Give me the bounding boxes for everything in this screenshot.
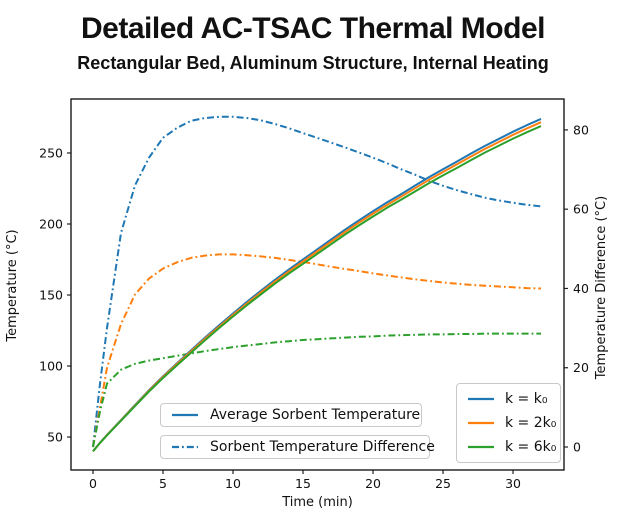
y-right-tick-label: 20	[573, 360, 589, 375]
legend-sorbent-temperature-difference: Sorbent Temperature Difference	[160, 435, 435, 459]
legend-average-sorbent-temperature: Average Sorbent Temperature	[160, 403, 422, 427]
solid-line-sample-icon	[172, 413, 198, 417]
x-tick-label: 10	[225, 476, 241, 491]
y-left-tick-label: 50	[47, 430, 63, 445]
x-tick-label: 20	[365, 476, 381, 491]
x-tick-label: 0	[89, 476, 97, 491]
y-right-tick-label: 60	[573, 202, 589, 217]
series-line-sorbent-temperature-difference-k-k0-	[92, 115, 542, 448]
series-line-sorbent-temperature-difference-k-2k0-	[92, 253, 542, 448]
y-right-tick-label: 40	[573, 281, 589, 296]
x-tick-label: 25	[435, 476, 451, 491]
series-line-average-sorbent-temperature-k-6k0-	[92, 125, 542, 452]
6k0-line-sample-icon	[468, 445, 494, 449]
legend-k-values: k = k₀ k = 2k₀ k = 6k₀	[456, 383, 561, 463]
legend-label-6k0: k = 6k₀	[505, 439, 557, 455]
page-title: Detailed AC-TSAC Thermal Model	[81, 12, 545, 45]
axes-border	[70, 98, 565, 471]
y-right-axis-label: Temperature Difference (°C)	[594, 196, 609, 380]
legend-label-2k0: k = 2k₀	[505, 415, 557, 431]
x-axis-label: Time (min)	[281, 495, 353, 510]
page-subtitle: Rectangular Bed, Aluminum Structure, Int…	[77, 53, 549, 73]
legend-label-average-sorbent-temperature: Average Sorbent Temperature	[210, 407, 421, 423]
legend-label-sorbent-temperature-difference: Sorbent Temperature Difference	[210, 439, 435, 455]
x-tick-label: 30	[505, 476, 521, 491]
y-left-tick-label: 100	[39, 359, 63, 374]
series-line-sorbent-temperature-difference-k-6k0-	[92, 332, 541, 448]
y-left-tick-label: 150	[39, 288, 63, 303]
k0-line-sample-icon	[468, 397, 494, 401]
legend-label-k0: k = k₀	[505, 391, 548, 407]
y-right-tick-label: 0	[573, 440, 581, 455]
legend-row-k0: k = k₀	[466, 387, 551, 411]
y-left-axis-label: Temperature (°C)	[5, 229, 20, 342]
y-right-tick-label: 80	[573, 122, 589, 137]
2k0-line-sample-icon	[468, 421, 494, 425]
x-tick-label: 5	[159, 476, 167, 491]
x-tick-label: 15	[295, 476, 311, 491]
legend-row-6k0: k = 6k₀	[466, 435, 556, 459]
y-left-tick-label: 200	[39, 216, 63, 231]
dashdot-line-sample-icon	[172, 445, 198, 449]
y-left-tick-label: 250	[39, 145, 63, 160]
legend-row-2k0: k = 2k₀	[466, 411, 556, 435]
